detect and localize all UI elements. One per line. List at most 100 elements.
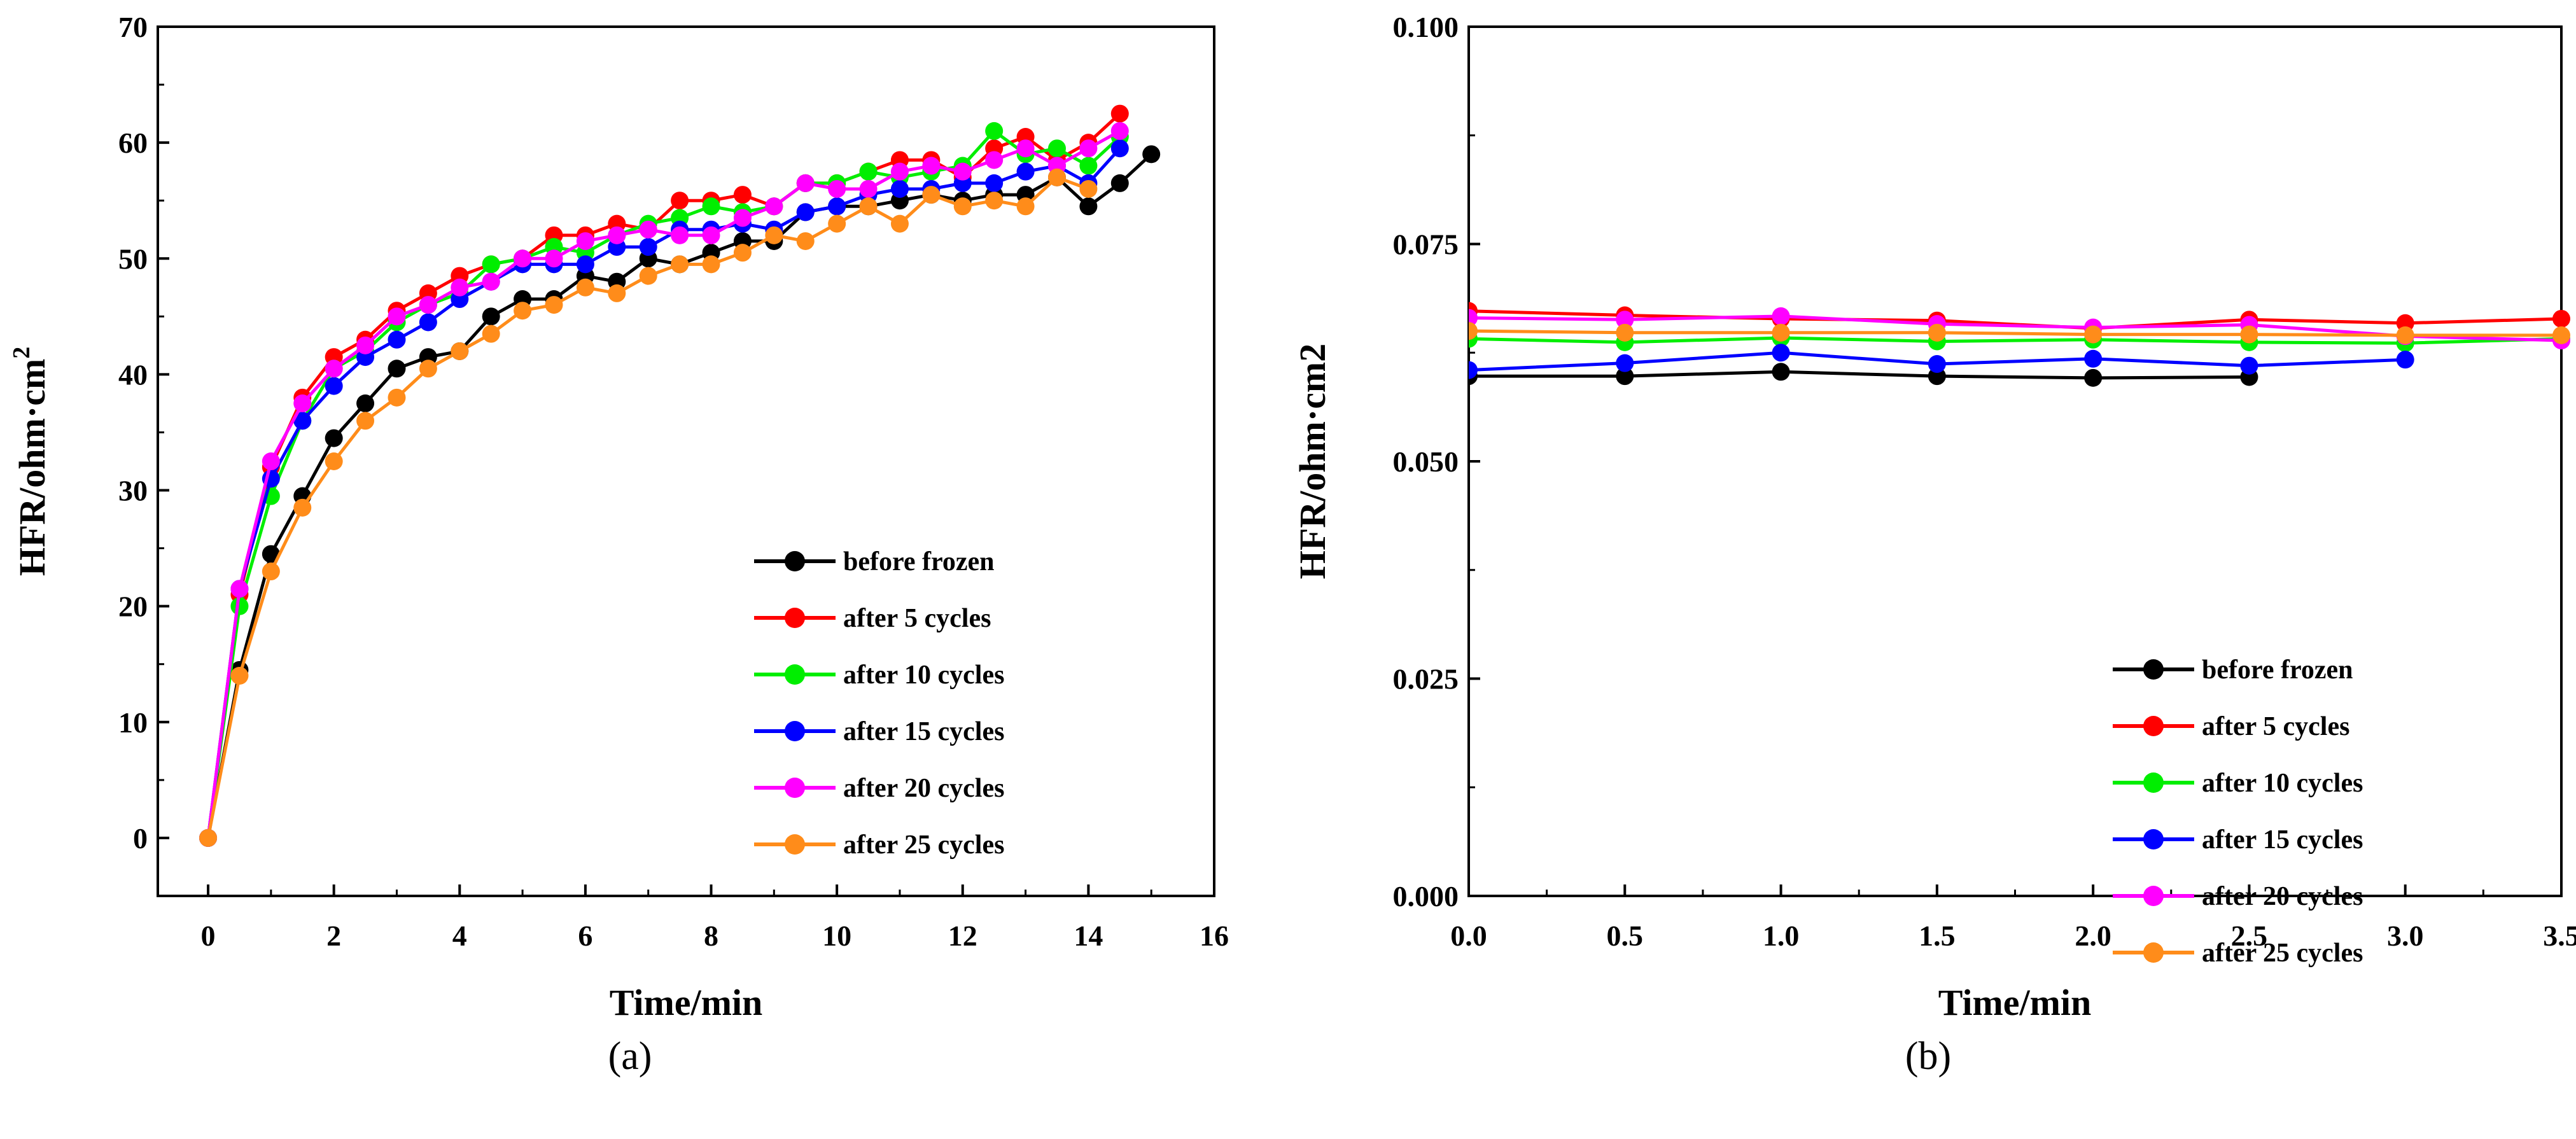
legend-label: after 25 cycles: [2202, 939, 2363, 968]
data-point: [639, 238, 657, 256]
legend-label: before frozen: [843, 547, 995, 576]
data-point: [388, 330, 406, 349]
series-line: [1469, 370, 2250, 380]
data-point: [1047, 139, 1066, 158]
x-tick-label: 1.5: [1919, 919, 1956, 952]
data-point: [859, 162, 878, 181]
data-point: [2084, 368, 2103, 387]
chart-b: 0.0 0.5 1.0 1.5 2.0 2.5 3.0 3.5 0.000 0.025 0.050 0…: [1292, 11, 2576, 1078]
data-point: [1469, 361, 1478, 379]
y-tick-label: 0.075: [1393, 228, 1459, 261]
x-tick-label: 14: [1074, 919, 1103, 952]
legend-marker: [785, 721, 805, 741]
legend-label: after 10 cycles: [843, 660, 1004, 690]
y-tick-label: 70: [118, 11, 148, 43]
data-point: [639, 267, 657, 285]
legend-label: after 20 cycles: [843, 774, 1004, 803]
data-point: [1079, 139, 1098, 158]
data-point: [922, 186, 941, 204]
series-after-15-cycles: [1469, 344, 2414, 379]
chart-a: 0 2 4 6 8 10 12 14 16 0 10 20 30 40 50 60 70 Time/min HFR/…: [8, 11, 1229, 1078]
data-point: [262, 452, 280, 470]
data-point: [608, 226, 626, 244]
x-tick-label: 0.5: [1607, 919, 1644, 952]
data-point: [230, 597, 249, 615]
data-point: [1616, 323, 1634, 342]
data-point: [2396, 326, 2414, 344]
panel-caption: (b): [1905, 1035, 1951, 1078]
data-point: [2552, 326, 2570, 344]
data-point: [671, 192, 689, 210]
y-tick-label: 20: [118, 590, 148, 623]
data-point: [262, 545, 280, 563]
data-point: [262, 563, 280, 581]
legend-marker: [785, 834, 805, 855]
legend-label: after 25 cycles: [843, 830, 1004, 860]
data-point: [545, 296, 563, 314]
y-tick-label: 40: [118, 358, 148, 391]
y-tick-label: 0: [133, 822, 148, 855]
data-point: [1772, 323, 1790, 342]
data-point: [293, 412, 312, 430]
data-point: [733, 244, 752, 262]
data-point: [1110, 139, 1129, 158]
data-point: [388, 388, 406, 407]
data-point: [545, 249, 563, 268]
data-point: [419, 313, 437, 332]
legend-label: after 20 cycles: [2202, 882, 2363, 911]
data-point: [1616, 311, 1634, 329]
series-line: [1469, 336, 2562, 345]
data-point: [293, 394, 312, 412]
y-axis-title-main: HFR/ohm·cm2: [1292, 344, 1333, 580]
data-point: [451, 278, 469, 297]
data-point: [419, 360, 437, 378]
x-tick-label: 10: [822, 919, 851, 952]
data-point: [859, 179, 878, 198]
legend-marker: [785, 778, 805, 798]
data-point: [482, 255, 500, 274]
data-point: [325, 452, 343, 470]
data-point: [1142, 145, 1161, 164]
data-point: [2084, 349, 2103, 368]
x-tick-label: 1.0: [1763, 919, 1800, 952]
data-point: [482, 307, 500, 326]
data-point: [1016, 197, 1035, 216]
series-line: [1469, 329, 2561, 337]
data-point: [828, 214, 846, 233]
data-point: [482, 325, 500, 343]
legend-marker: [785, 551, 805, 571]
x-tick-label: 3.0: [2387, 919, 2424, 952]
data-point: [451, 342, 469, 360]
data-point: [796, 203, 815, 221]
data-point: [388, 307, 406, 326]
data-point: [1928, 355, 1946, 374]
data-point: [356, 412, 375, 430]
legend-marker: [2143, 942, 2164, 963]
data-point: [828, 179, 846, 198]
data-point: [702, 226, 720, 244]
data-point: [1110, 122, 1129, 140]
data-point: [2240, 325, 2258, 344]
data-point: [1110, 174, 1129, 192]
y-tick-label: 0.100: [1393, 11, 1459, 43]
data-point: [985, 151, 1004, 169]
data-point: [639, 220, 657, 239]
data-point: [419, 296, 437, 314]
data-point: [2240, 356, 2258, 375]
data-point: [828, 197, 846, 216]
data-point: [890, 162, 909, 181]
y-axis-title: HFR/ohm·cm2: [1292, 344, 1333, 580]
x-tick-label: 4: [452, 919, 467, 952]
data-point: [1616, 354, 1634, 372]
data-point: [325, 377, 343, 395]
data-point: [985, 174, 1004, 192]
data-point: [199, 828, 218, 847]
data-point: [293, 498, 312, 517]
x-tick-label: 0.0: [1450, 919, 1487, 952]
legend-label: before frozen: [2202, 655, 2353, 685]
data-point: [230, 666, 249, 685]
data-point: [702, 255, 720, 274]
data-point: [388, 360, 406, 378]
x-tick-label: 2.0: [2075, 919, 2111, 952]
